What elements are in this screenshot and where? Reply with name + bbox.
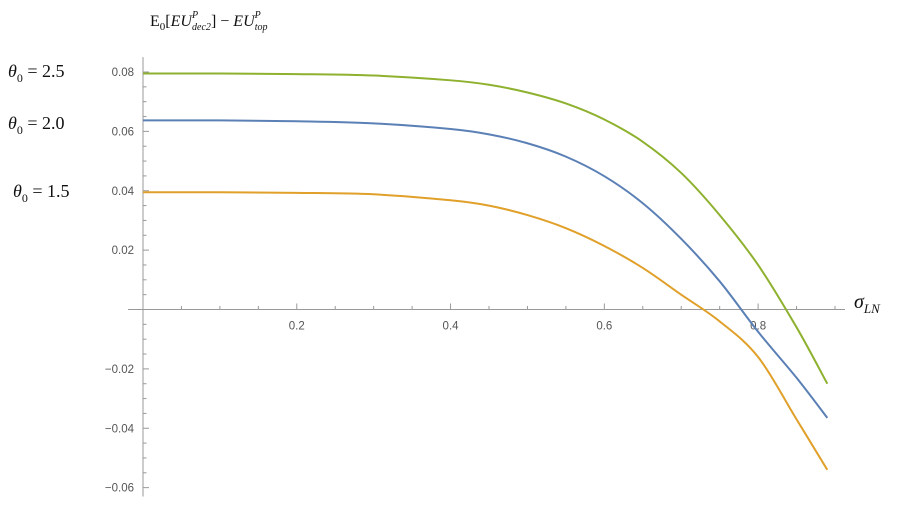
x-tick-label: 0.2 xyxy=(289,321,305,333)
x-tick-label: 0.8 xyxy=(750,321,766,333)
y-tick-label: 0.02 xyxy=(112,245,134,257)
series-line-2 xyxy=(142,191,829,471)
series-label-theta-2-5: θ0 = 2.5 xyxy=(8,61,65,85)
y-tick-label: 0.04 xyxy=(112,186,135,198)
x-tick-label: 0.6 xyxy=(596,321,612,333)
x-tick-label: 0.4 xyxy=(443,321,460,333)
y-tick-label: −0.06 xyxy=(105,483,134,495)
axes: 0.2 0.4 0.6 0.8 0.08 0.06 0.04 0.02 −0.02 −0.04 −0… xyxy=(105,57,845,497)
y-axis-title: E0[EUP dec2] − EUP top xyxy=(150,10,268,33)
y-tick-label: −0.04 xyxy=(105,423,135,435)
series-line-0 xyxy=(142,72,829,385)
y-tick-label: −0.02 xyxy=(105,364,134,376)
series-label-theta-1-5: θ0 = 1.5 xyxy=(13,181,70,205)
series-lines xyxy=(142,72,829,471)
series-label-theta-2-0: θ0 = 2.0 xyxy=(8,113,65,137)
x-axis-title: σLN xyxy=(854,291,881,316)
y-tick-label: 0.06 xyxy=(112,126,134,138)
series-line-1 xyxy=(142,119,829,419)
y-tick-label: 0.08 xyxy=(112,67,134,79)
